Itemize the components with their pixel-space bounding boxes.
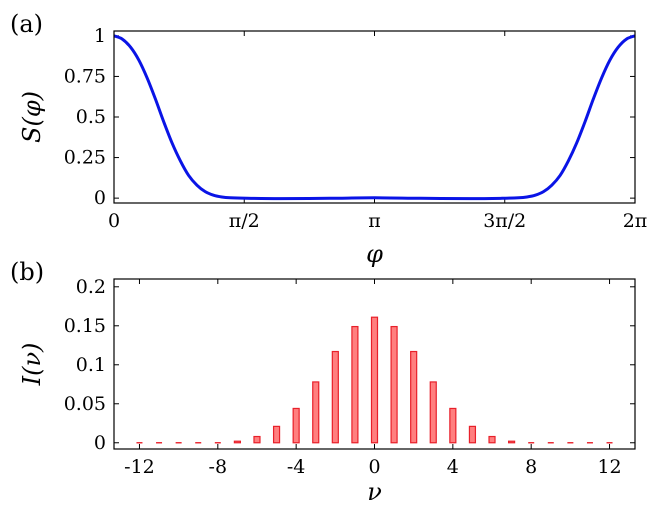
panel-b-bar xyxy=(429,381,437,444)
panel-b-bar xyxy=(449,407,457,444)
panel-b-x-tick-label: 0 xyxy=(368,456,380,478)
panel-b-bar xyxy=(253,435,261,444)
panel-b-bar xyxy=(351,325,359,444)
panel-a-chart: (a) 0 π/2 π 3π/2 2π 0 0.25 0.5 0.75 1 φ S(φ) xyxy=(10,10,647,268)
panel-b-x-tick-label: -4 xyxy=(287,456,306,478)
panel-a-y-tick-label: 1 xyxy=(94,25,106,47)
panel-a-x-axis-label: φ xyxy=(366,240,383,268)
panel-b-bar xyxy=(488,435,496,444)
panel-a-y-tick-label: 0.25 xyxy=(64,147,106,169)
panel-a-plot-frame xyxy=(113,30,636,204)
panel-b-bar xyxy=(370,316,379,444)
panel-a-y-tick-label: 0 xyxy=(94,187,106,209)
panel-b-bar xyxy=(331,350,339,444)
panel-b-bar xyxy=(390,325,398,444)
panel-b-x-tick-label: 8 xyxy=(525,456,537,478)
panel-a-y-axis-label: S(φ) xyxy=(18,91,46,143)
panel-b-y-tick-label: 0 xyxy=(94,432,106,454)
panel-b-bar xyxy=(468,425,477,444)
panel-a-y-tick-label: 0.75 xyxy=(64,65,106,87)
panel-a-x-tick-label: π/2 xyxy=(229,210,260,232)
panel-b-y-axis-label: I(ν) xyxy=(18,343,46,387)
panel-b-x-axis-label: ν xyxy=(367,478,382,506)
panel-b-x-tick-label: -8 xyxy=(209,456,228,478)
panel-b-y-tick-label: 0.05 xyxy=(64,393,106,415)
panel-b-y-tick-label: 0.2 xyxy=(76,276,106,298)
panel-b-bar xyxy=(292,407,300,444)
panel-b-label: (b) xyxy=(10,258,44,286)
panel-b-plot-frame xyxy=(113,278,636,450)
panel-a-y-tick-label: 0.5 xyxy=(76,106,106,128)
panel-a-x-tick-label: 2π xyxy=(623,210,648,232)
panel-a-x-tick-label: π xyxy=(368,210,381,232)
panel-b-x-tick-label: 4 xyxy=(447,456,459,478)
panel-b-y-tick-label: 0.15 xyxy=(64,315,106,337)
panel-b-bar xyxy=(508,440,516,444)
panel-b-x-tick-label: -12 xyxy=(124,456,155,478)
panel-a-label: (a) xyxy=(10,10,43,38)
panel-a-series-line xyxy=(113,34,636,201)
panel-b-y-tick-label: 0.1 xyxy=(76,354,106,376)
panel-b-bar xyxy=(410,350,418,444)
panel-b-bar xyxy=(233,440,241,444)
panel-b-bar xyxy=(272,425,281,444)
panel-b-x-tick-label: 12 xyxy=(597,456,621,478)
panel-b-bar xyxy=(312,381,320,444)
panel-a-x-tick-label: 0 xyxy=(108,210,120,232)
panel-b-chart: (b) -12 -8 -4 0 4 8 12 0 0.05 0.1 0.15 0.2 ν I(ν) xyxy=(10,258,636,506)
panel-a-x-tick-label: 3π/2 xyxy=(483,210,526,232)
